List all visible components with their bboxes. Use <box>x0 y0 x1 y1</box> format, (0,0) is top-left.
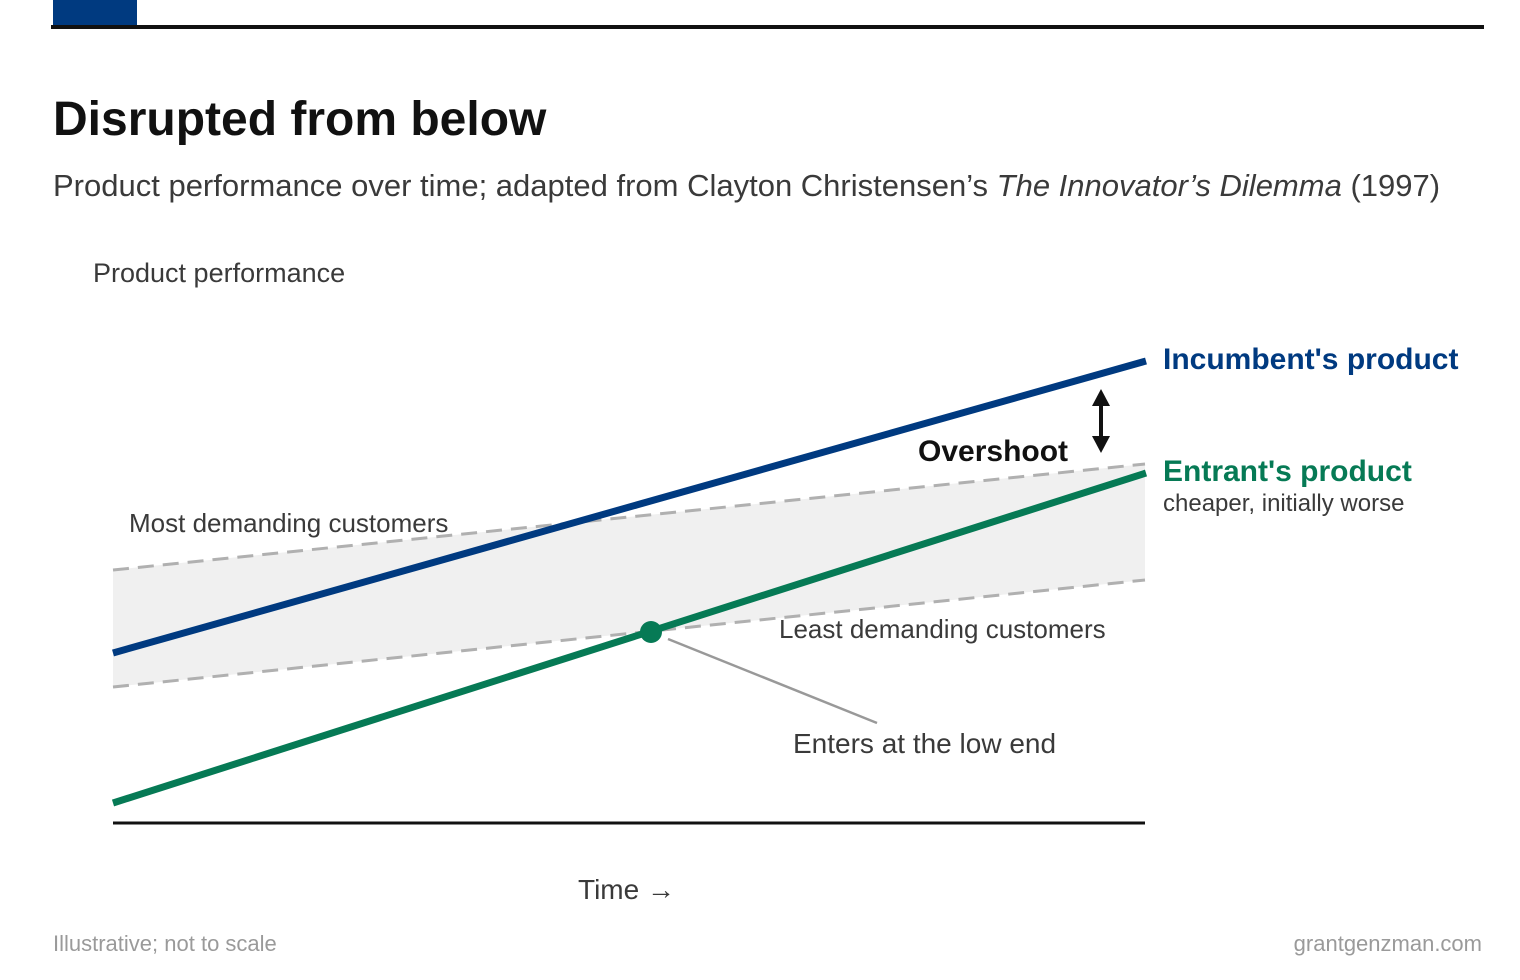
entry-leader-line <box>667 637 878 725</box>
entry-point-label: Enters at the low end <box>793 728 1056 759</box>
page-title: Disrupted from below <box>53 93 547 146</box>
brand-tab <box>53 0 137 26</box>
entry-point-marker <box>640 621 662 643</box>
top-rule <box>51 25 1484 29</box>
page-subtitle: Product performance over time; adapted f… <box>53 168 1440 204</box>
customer-demand-band <box>113 464 1145 687</box>
most-demanding-label: Most demanding customers <box>129 508 448 538</box>
least-demanding-label: Least demanding customers <box>779 614 1106 644</box>
entrant-label: Entrant's product <box>1163 455 1412 488</box>
footer-source: grantgenzman.com <box>1293 931 1482 956</box>
overshoot-label: Overshoot <box>918 435 1068 468</box>
overshoot-arrow-head-up <box>1092 389 1110 406</box>
subtitle-suffix: (1997) <box>1341 168 1441 203</box>
entrant-line <box>111 469 1148 807</box>
y-axis-label: Product performance <box>93 258 345 288</box>
incumbent-line <box>112 357 1147 657</box>
least-demanding-line <box>112 578 1146 689</box>
x-axis-label: Time → <box>578 874 675 905</box>
overshoot-arrow-head-down <box>1092 436 1110 453</box>
entrant-sublabel: cheaper, initially worse <box>1163 490 1404 517</box>
most-demanding-line <box>112 462 1146 572</box>
incumbent-label: Incumbent's product <box>1163 343 1458 376</box>
subtitle-book-title: The Innovator’s Dilemma <box>996 168 1342 203</box>
footer-note: Illustrative; not to scale <box>53 931 277 956</box>
subtitle-prefix: Product performance over time; adapted f… <box>53 168 997 203</box>
